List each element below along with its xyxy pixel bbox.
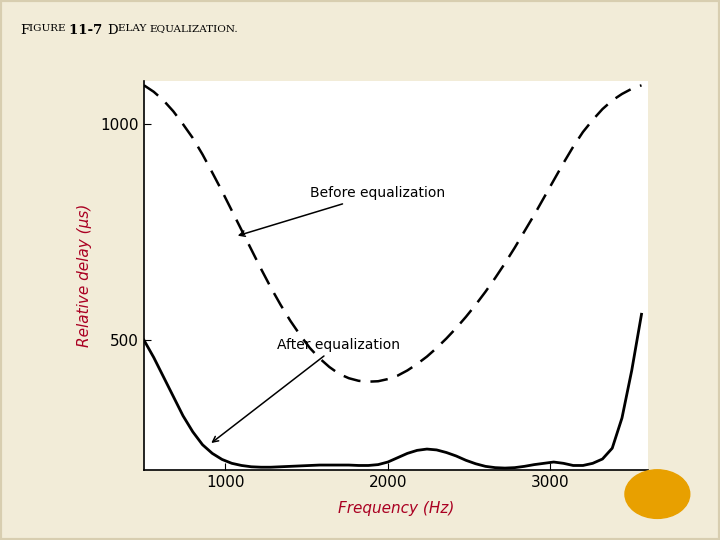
X-axis label: Frequency (Hz): Frequency (Hz) [338, 501, 454, 516]
Y-axis label: Relative delay (μs): Relative delay (μs) [77, 204, 92, 347]
Text: IGURE: IGURE [30, 24, 69, 33]
Text: After equalization: After equalization [212, 338, 400, 442]
Text: ELAY: ELAY [117, 24, 149, 33]
Text: D: D [107, 24, 117, 37]
Text: Before equalization: Before equalization [239, 186, 445, 237]
Text: 11-7: 11-7 [69, 24, 107, 37]
Text: F: F [20, 24, 30, 37]
Text: EQUALIZATION.: EQUALIZATION. [149, 24, 238, 33]
